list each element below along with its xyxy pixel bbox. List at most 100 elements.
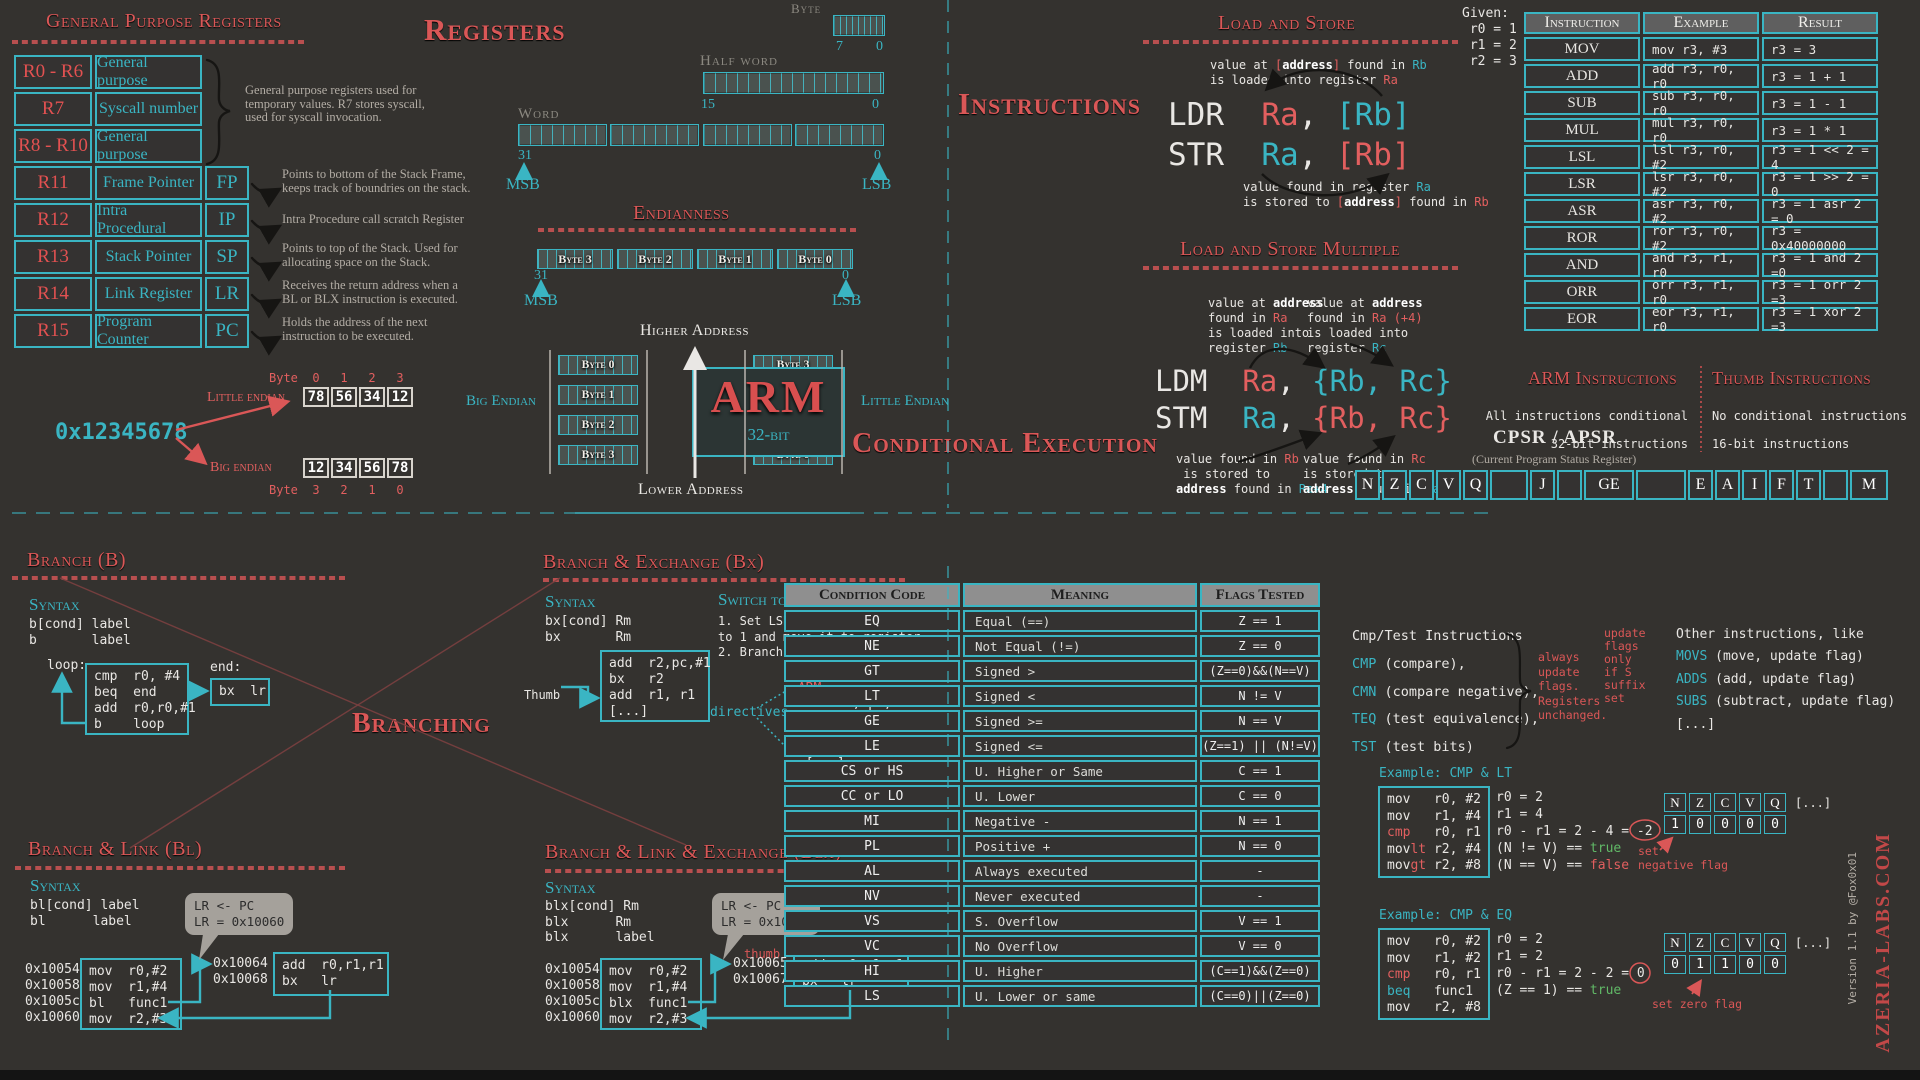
- rich-line: beq func1: [1387, 984, 1481, 1001]
- rich-line: register Rc: [1307, 341, 1423, 356]
- register-cell: Program Counter: [95, 313, 202, 348]
- text-segment: true: [1589, 841, 1622, 856]
- condition-cell: C == 0: [1200, 785, 1320, 807]
- instruction-cell: LSR: [1524, 172, 1640, 196]
- flag-label-cell: C: [1714, 933, 1736, 952]
- instruction-cell: eor r3, r1, r0: [1643, 304, 1759, 334]
- instruction-cell: EOR: [1524, 307, 1640, 331]
- halfword-diagram: [703, 72, 884, 94]
- text-segment: [: [1275, 58, 1283, 72]
- text-segment: Cmp/Test Instructions: [1352, 628, 1523, 644]
- text-line: flags: [1604, 639, 1639, 653]
- register-row: R14 Link Register LR: [14, 277, 249, 311]
- instruction-row: MOV mov r3, #3 r3 = 3: [1524, 37, 1878, 61]
- cpsr-bit-cell: M: [1850, 470, 1888, 500]
- header-cell: Flags Tested: [1200, 583, 1320, 607]
- condition-cell: C == 1: [1200, 760, 1320, 782]
- word-bit-group: [703, 124, 792, 146]
- text-segment: Ra: [1416, 180, 1431, 194]
- condition-table-header: Condition Code Meaning Flags Tested: [784, 583, 1320, 607]
- header-cell: Result: [1762, 12, 1878, 34]
- rich-line: MOVS (move, update flag): [1676, 646, 1895, 668]
- text-segment: Other instructions, like: [1676, 627, 1864, 642]
- directives-label: directives: [710, 705, 789, 720]
- other-instructions-list: Other instructions, like MOVS (move, upda…: [1676, 624, 1895, 736]
- ldm-stm-title: Load and Store Multiple: [1180, 238, 1401, 260]
- text-segment: [Rb]: [1335, 97, 1411, 133]
- condition-cell: N == 1: [1200, 810, 1320, 832]
- instruction-cell: lsr r3, r0, #2: [1643, 169, 1759, 199]
- condition-cell: Signed >: [963, 660, 1197, 682]
- dashed-underline: [543, 578, 905, 582]
- little-endian-example-label: Little endian: [207, 390, 286, 405]
- condition-row: CC or LO U. Lower C == 0: [784, 785, 1320, 807]
- cell: Byte 2: [617, 249, 693, 269]
- big-endian-example-label: Big endian: [210, 460, 272, 475]
- little-endian-label: Little Endian: [861, 393, 950, 409]
- rich-line: found in Ra (+4): [1307, 311, 1423, 326]
- big-endian-label: Big Endian: [466, 393, 536, 409]
- instruction-cell: ORR: [1524, 280, 1640, 304]
- cpsr-bit-cell: Q: [1463, 470, 1488, 500]
- sp-note: Points to top of the Stack. Used for allo…: [282, 241, 458, 269]
- text-segment: mov r2, #8: [1387, 1000, 1481, 1015]
- text-segment: is loaded into: [1307, 326, 1409, 340]
- dashed-underline: [545, 869, 905, 873]
- rich-line: mov r2, #8: [1387, 1000, 1481, 1017]
- word-bit0-label: 0: [874, 148, 881, 163]
- rich-line: TEQ (test equivalence),: [1352, 706, 1539, 734]
- cell: 1: [340, 371, 348, 385]
- text-line: update: [1538, 664, 1580, 679]
- flag-value-cell: 0: [1664, 955, 1686, 974]
- word-bit-group: [610, 124, 699, 146]
- flag-label-cell: Q: [1764, 933, 1786, 952]
- text-line: b[cond] label: [29, 617, 131, 632]
- example-eq-flags: N Z C V Q [...] 0 1 1 0 0: [1664, 933, 1831, 977]
- instruction-row: EOR eor r3, r1, r0 r3 = 1 xor 2 =3: [1524, 304, 1878, 334]
- flag-value-cell: 1: [1664, 815, 1686, 834]
- flag-label-row: N Z C V Q [...]: [1664, 933, 1831, 952]
- text-line: keeps track of boundries on the stack.: [282, 180, 471, 195]
- rich-line: TST (test bits): [1352, 734, 1539, 762]
- bx-code-box: add r2,pc,#1 bx r2 add r1, r1 [...]: [600, 650, 711, 722]
- rich-line: movlt r2, #4: [1387, 842, 1481, 859]
- cpsr-bit-cell: E: [1688, 470, 1713, 500]
- register-row: R13 Stack Pointer SP: [14, 240, 249, 274]
- ellipsis-label: [...]: [1795, 795, 1832, 810]
- cpsr-register-row: N Z C V Q J GE E A I F T M: [1355, 470, 1888, 500]
- byte-diagram: [833, 15, 885, 36]
- cell: Byte 3: [537, 249, 613, 269]
- text-segment: mov: [1387, 858, 1411, 873]
- halfword-bit0-label: 0: [872, 97, 879, 112]
- header-cell: Example: [1643, 12, 1759, 34]
- text-line: 0x10058: [25, 978, 80, 993]
- text-segment: (test bits): [1376, 739, 1474, 756]
- flag-label-cell: C: [1714, 793, 1736, 812]
- text-segment: {Rb, Rc}: [1312, 401, 1452, 435]
- text-segment: value found in: [1176, 452, 1285, 466]
- text-line: bl[cond] label: [30, 898, 140, 913]
- text-line: negative flag: [1638, 858, 1729, 872]
- text-segment: cmp: [1387, 825, 1411, 840]
- flag-value-cell: 0: [1739, 815, 1761, 834]
- halfword-bit15-label: 15: [701, 97, 715, 112]
- branch-bl-title: Branch & Link (Bl): [28, 838, 203, 860]
- rich-line: mov r1, #4: [1387, 809, 1481, 826]
- example-eq-box: mov r0, #2 mov r1, #2 cmp r0, r1 beq func1 m…: [1378, 928, 1490, 1020]
- instruction-cell: MUL: [1524, 118, 1640, 142]
- condition-cell: AL: [784, 860, 960, 882]
- text-line: mov r1,#4: [609, 980, 688, 995]
- text-segment: [: [1336, 195, 1345, 209]
- condition-cell: (C==0)||(Z==0): [1200, 985, 1320, 1007]
- condition-cell: No Overflow: [963, 935, 1197, 957]
- ldm-note-left: value at address found in Ra is loaded int…: [1208, 296, 1324, 356]
- registers-title: Registers: [424, 12, 566, 47]
- instruction-table: Instruction Example Result MOV mov r3, #3 r3 …: [1524, 12, 1878, 334]
- text-segment: (compare),: [1376, 655, 1466, 672]
- flag-value-cell: 0: [1714, 815, 1736, 834]
- cell: Byte 2: [558, 415, 638, 435]
- condition-row: HI U. Higher (C==1)&&(Z==0): [784, 960, 1320, 982]
- text-segment: Rc: [1372, 341, 1387, 355]
- instruction-cell: mul r3, r0, r0: [1643, 115, 1759, 145]
- condition-cell: GT: [784, 660, 960, 682]
